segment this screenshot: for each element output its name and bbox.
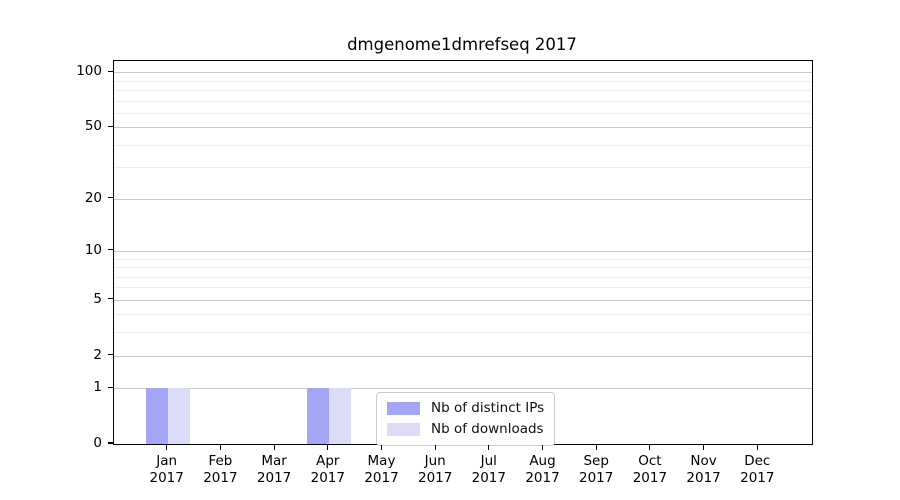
- y-tick-mark: [108, 442, 113, 444]
- legend: Nb of distinct IPs Nb of downloads: [376, 392, 556, 446]
- x-tick-month: Aug: [529, 453, 556, 469]
- x-tick-mark: [649, 445, 651, 450]
- gridline-minor: [114, 287, 812, 289]
- gridline-major: [114, 127, 812, 129]
- gridline-minor: [114, 89, 812, 91]
- x-tick-month: Dec: [744, 453, 771, 469]
- x-tick-month: Jul: [480, 453, 497, 469]
- x-tick-month: Nov: [690, 453, 717, 469]
- gridline-major: [114, 72, 812, 74]
- x-tick-year: 2017: [525, 470, 560, 486]
- legend-row: Nb of downloads: [387, 421, 544, 437]
- bar-nb-of-distinct-ips: [306, 388, 329, 444]
- x-tick-year: 2017: [471, 470, 506, 486]
- x-tick-year: 2017: [149, 470, 184, 486]
- legend-row: Nb of distinct IPs: [387, 400, 544, 416]
- y-tick-label: 0: [93, 435, 102, 451]
- x-tick-year: 2017: [740, 470, 775, 486]
- x-tick-month: Jun: [424, 453, 446, 469]
- y-tick-label: 2: [93, 346, 102, 363]
- y-tick-label: 20: [84, 189, 102, 206]
- gridline-minor: [114, 112, 812, 114]
- y-tick-mark: [108, 197, 113, 199]
- x-tick-month: Apr: [316, 453, 340, 469]
- y-tick-label: 1: [93, 379, 102, 396]
- legend-label: Nb of downloads: [431, 421, 544, 437]
- y-tick-mark: [108, 353, 113, 356]
- gridline-minor: [114, 332, 812, 334]
- legend-label: Nb of distinct IPs: [431, 400, 545, 416]
- x-tick-month: Oct: [638, 453, 662, 469]
- gridline-minor: [114, 144, 812, 146]
- x-tick-mark: [327, 445, 329, 450]
- x-tick-label: Jul 2017: [454, 453, 524, 487]
- x-tick-mark: [488, 445, 490, 450]
- x-tick-year: 2017: [310, 470, 345, 486]
- y-tick-mark: [108, 70, 113, 72]
- x-tick-label: Apr 2017: [293, 453, 363, 487]
- gridline-major: [114, 250, 812, 252]
- x-tick-year: 2017: [364, 470, 399, 486]
- gridline-major: [114, 355, 812, 357]
- x-tick-label: Jun 2017: [400, 453, 470, 487]
- x-tick-month: May: [367, 453, 396, 469]
- x-tick-mark: [703, 445, 705, 450]
- y-tick-label: 10: [84, 241, 102, 258]
- y-tick-mark: [108, 386, 113, 388]
- bar-nb-of-downloads: [328, 388, 351, 444]
- x-tick-mark: [166, 445, 168, 450]
- gridline-major: [114, 198, 812, 200]
- gridline-minor: [114, 267, 812, 268]
- x-tick-label: Sep 2017: [561, 453, 631, 487]
- x-tick-label: Nov 2017: [669, 453, 739, 487]
- gridline-major: [114, 388, 812, 390]
- y-tick-label: 50: [84, 118, 102, 135]
- x-tick-year: 2017: [686, 470, 721, 486]
- x-tick-label: Oct 2017: [615, 453, 685, 487]
- x-tick-month: Sep: [583, 453, 609, 469]
- plot-area: Nb of distinct IPs Nb of downloads: [113, 60, 813, 446]
- y-tick-mark: [108, 298, 113, 300]
- x-tick-year: 2017: [418, 470, 453, 486]
- gridline-minor: [114, 100, 812, 102]
- gridline-minor: [114, 167, 812, 169]
- x-tick-month: Feb: [208, 453, 233, 469]
- x-tick-mark: [595, 445, 597, 450]
- x-tick-label: Dec 2017: [722, 453, 792, 487]
- x-tick-mark: [541, 445, 544, 450]
- x-tick-mark: [380, 445, 383, 450]
- gridline-minor: [114, 314, 812, 316]
- y-tick-label: 5: [93, 290, 102, 307]
- y-tick-mark: [108, 249, 113, 251]
- chart-title: dmgenome1dmrefseq 2017: [347, 35, 577, 54]
- x-tick-month: Mar: [261, 453, 287, 469]
- x-tick-label: Feb 2017: [185, 453, 255, 487]
- x-tick-mark: [273, 445, 275, 450]
- gridline-minor: [114, 276, 812, 278]
- x-tick-year: 2017: [632, 470, 668, 486]
- x-tick-year: 2017: [579, 470, 614, 486]
- x-tick-mark: [219, 445, 221, 450]
- x-tick-label: May 2017: [347, 453, 417, 487]
- x-tick-mark: [434, 445, 436, 450]
- y-tick-label: 100: [76, 63, 102, 80]
- gridline-major: [114, 299, 812, 301]
- y-tick-mark: [108, 125, 113, 127]
- gridline-minor: [114, 258, 812, 260]
- legend-swatch: [387, 422, 420, 436]
- x-tick-month: Jan: [156, 453, 178, 469]
- x-tick-label: Jan 2017: [132, 453, 202, 487]
- bar-nb-of-distinct-ips: [145, 388, 168, 444]
- bar-nb-of-downloads: [167, 388, 190, 444]
- legend-swatch: [387, 401, 420, 415]
- gridline-minor: [114, 80, 812, 82]
- x-tick-label: Aug 2017: [508, 453, 578, 487]
- x-tick-year: 2017: [256, 470, 292, 486]
- x-tick-mark: [756, 445, 758, 450]
- x-tick-label: Mar 2017: [239, 453, 309, 487]
- x-tick-year: 2017: [203, 470, 238, 486]
